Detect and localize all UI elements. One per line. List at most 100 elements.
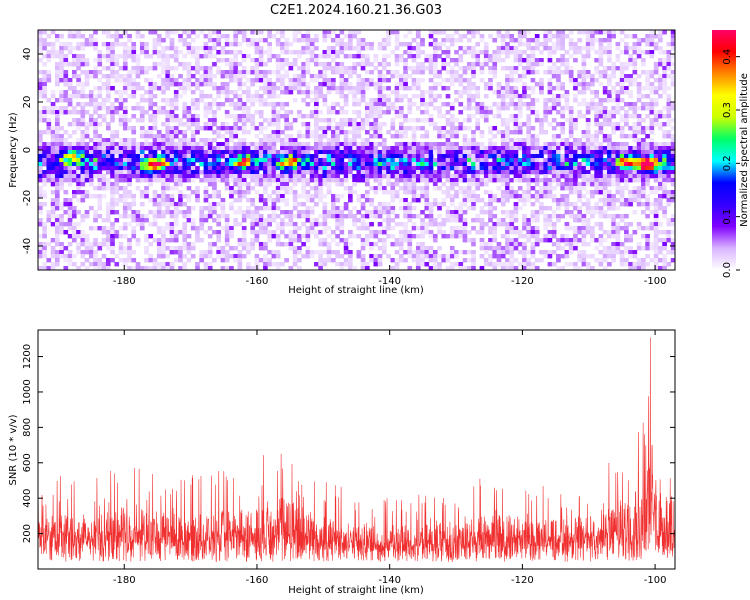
heatmap-cell (84, 194, 90, 199)
heatmap-cell (237, 190, 243, 195)
heatmap-cell (407, 110, 413, 115)
heatmap-cell (331, 118, 336, 123)
heatmap-cell (229, 202, 234, 207)
heatmap-cell (581, 54, 587, 59)
heatmap-cell (377, 134, 383, 139)
heatmap-cell (343, 258, 349, 263)
heatmap-cell (237, 250, 243, 255)
heatmap-cell (144, 154, 149, 159)
heatmap-cell (284, 138, 289, 143)
heatmap-cell (152, 202, 158, 207)
heatmap-cell (305, 254, 311, 259)
heatmap-cell (275, 250, 281, 255)
heatmap-cell (186, 170, 192, 175)
heatmap-cell (288, 218, 294, 223)
heatmap-cell (182, 234, 188, 239)
heatmap-cell (564, 146, 570, 151)
heatmap-cell (199, 210, 205, 215)
heatmap-cell (127, 38, 132, 43)
heatmap-cell (471, 158, 476, 163)
heatmap-cell (500, 198, 506, 203)
heatmap-cell (500, 34, 506, 39)
heatmap-cell (258, 142, 264, 147)
heatmap-cell (471, 30, 476, 35)
heatmap-cell (224, 158, 230, 163)
heatmap-cell (352, 30, 357, 35)
heatmap-cell (551, 94, 557, 99)
heatmap-cell (420, 186, 425, 191)
heatmap-cell (322, 154, 328, 159)
heatmap-cell (161, 194, 166, 199)
heatmap-cell (314, 134, 319, 139)
heatmap-cell (483, 250, 489, 255)
heatmap-cell (496, 130, 502, 135)
heatmap-cell (241, 130, 247, 135)
heatmap-cell (522, 242, 527, 247)
heatmap-cell (144, 50, 149, 55)
heatmap-cell (322, 118, 328, 123)
heatmap-cell (46, 146, 52, 151)
heatmap-cell (564, 154, 570, 159)
heatmap-cell (547, 58, 553, 63)
heatmap-cell (530, 50, 536, 55)
heatmap-cell (581, 90, 587, 95)
heatmap-cell (492, 70, 498, 75)
heatmap-cell (539, 190, 544, 195)
heatmap-cell (534, 266, 540, 270)
heatmap-cell (301, 146, 306, 151)
heatmap-cell (568, 154, 574, 159)
heatmap-cell (509, 118, 515, 123)
heatmap-cell (173, 246, 179, 251)
heatmap-cell (364, 194, 370, 199)
heatmap-cell (339, 222, 345, 227)
heatmap-cell (339, 90, 345, 95)
heatmap-cell (415, 250, 421, 255)
heatmap-cell (190, 138, 196, 143)
heatmap-cell (297, 30, 302, 35)
heatmap-cell (169, 66, 175, 71)
heatmap-cell (398, 186, 404, 191)
heatmap-cell (190, 146, 196, 151)
heatmap-cell (488, 166, 493, 171)
heatmap-cell (237, 210, 243, 215)
heatmap-cell (182, 102, 188, 107)
heatmap-cell (437, 114, 442, 119)
heatmap-cell (318, 182, 323, 187)
heatmap-cell (169, 134, 175, 139)
heatmap-cell (237, 98, 243, 103)
heatmap-cell (241, 126, 247, 131)
heatmap-cell (122, 234, 128, 239)
heatmap-cell (271, 142, 277, 147)
heatmap-cell (331, 170, 336, 175)
heatmap-cell (186, 242, 192, 247)
heatmap-cell (564, 178, 570, 183)
heatmap-cell (292, 206, 298, 211)
heatmap-cell (207, 226, 213, 231)
heatmap-cell (135, 154, 141, 159)
heatmap-cell (54, 82, 60, 87)
heatmap-cell (280, 166, 285, 171)
heatmap-cell (390, 106, 396, 111)
heatmap-cell (42, 194, 47, 199)
heatmap-cell (216, 222, 222, 227)
heatmap-cell (50, 90, 56, 95)
heatmap-cell (212, 54, 217, 59)
heatmap-cell (199, 82, 205, 87)
heatmap-cell (309, 38, 315, 43)
heatmap-cell (432, 70, 438, 75)
heatmap-cell (114, 98, 120, 103)
heatmap-cell (203, 106, 209, 111)
heatmap-cell (237, 186, 243, 191)
heatmap-cell (352, 214, 357, 219)
heatmap-cell (360, 170, 366, 175)
heatmap-cell (356, 254, 362, 259)
heatmap-cell (381, 98, 387, 103)
heatmap-cell (182, 254, 188, 259)
heatmap-cell (101, 174, 107, 179)
heatmap-cell (475, 214, 481, 219)
heatmap-cell (88, 154, 94, 159)
heatmap-cell (93, 102, 98, 107)
heatmap-cell (71, 30, 77, 35)
heatmap-cell (564, 262, 570, 267)
heatmap-cell (339, 162, 345, 167)
